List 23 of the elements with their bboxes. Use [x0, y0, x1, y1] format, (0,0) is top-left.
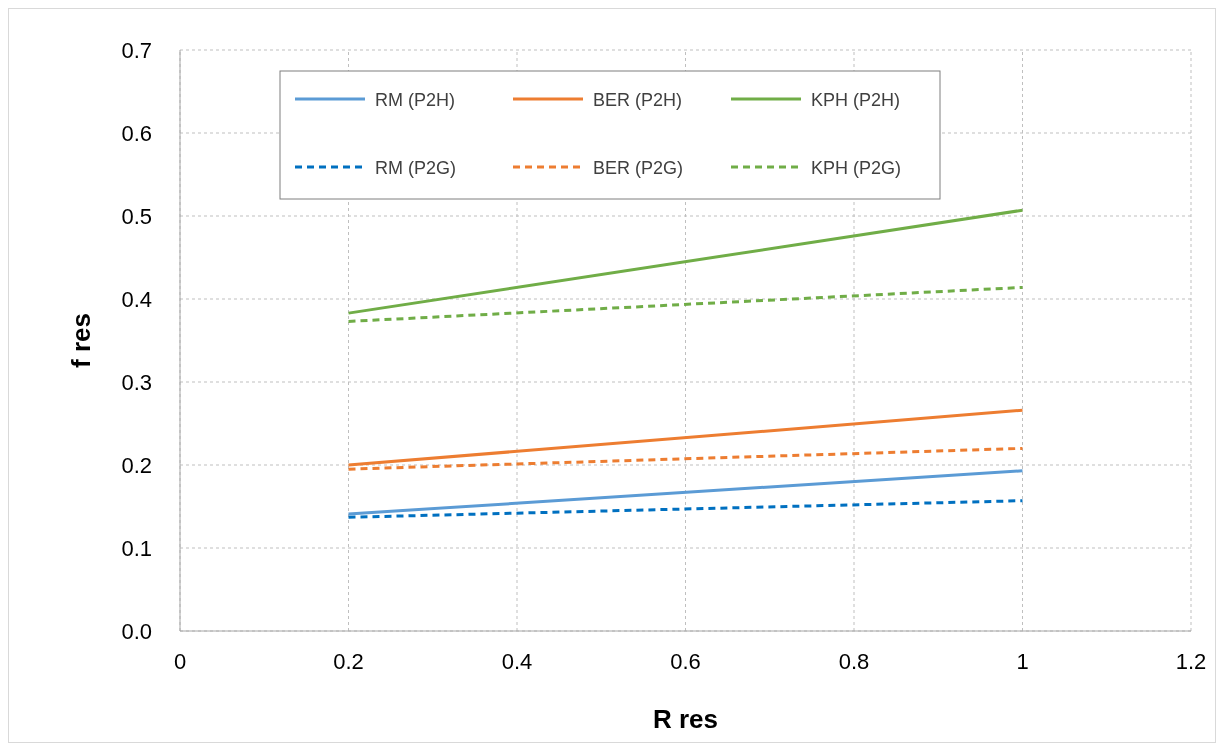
x-tick-label: 0.2: [333, 649, 364, 674]
y-tick-label: 0.7: [121, 38, 152, 63]
y-tick-label: 0.5: [121, 204, 152, 229]
x-tick-label: 0: [173, 649, 187, 674]
y-axis-title: f res: [66, 313, 96, 368]
x-tick-label: 0.6: [670, 649, 701, 674]
legend-label: RM (P2H): [375, 90, 455, 110]
y-tick-label: 0.6: [121, 121, 152, 146]
legend-label: KPH (P2H): [811, 90, 901, 110]
y-tick-label: 0.4: [121, 287, 152, 312]
x-tick-label: 1.2: [1175, 649, 1207, 674]
x-tick-label: 0.8: [838, 649, 870, 674]
legend-label: BER (P2G): [593, 158, 684, 178]
x-axis-title: R res: [652, 704, 719, 734]
legend-label: BER (P2H): [593, 90, 683, 110]
x-tick-label: 1: [1016, 649, 1029, 674]
legend-label: RM (P2G): [375, 158, 456, 178]
legend-label: KPH (P2G): [811, 158, 902, 178]
y-tick-label: 0.3: [121, 370, 152, 395]
y-tick-label: 0.1: [121, 536, 152, 561]
y-tick-label: 0.0: [121, 619, 152, 644]
y-tick-label: 0.2: [121, 453, 152, 478]
x-tick-label: 0.4: [501, 649, 533, 674]
